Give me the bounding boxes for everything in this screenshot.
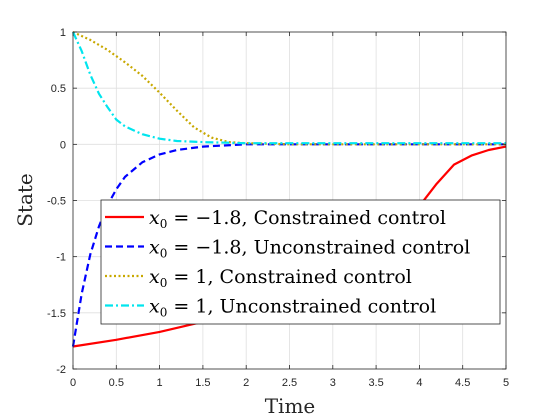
legend-entry: x0 = 1, Constrained control: [149, 266, 412, 290]
x-tick-label: 3: [330, 377, 336, 389]
axis-ticks: 0 0.5 1 1.5 2 2.5 3 3.5 4 4.5 5 1 0.5 0 -0.5 -1 -1.5 -2: [47, 27, 509, 389]
y-tick-label: -0.5: [47, 196, 66, 208]
series-line: [71, 143, 506, 347]
series-line: [71, 31, 506, 145]
legend-box: [100, 199, 501, 325]
y-tick-label: -1: [56, 252, 66, 264]
legend-entry: x0 = −1.8, Constrained control: [149, 207, 446, 231]
x-tick-label: 0.5: [109, 377, 124, 389]
y-axis-label: State: [13, 173, 37, 227]
x-tick-label: 4.5: [455, 377, 470, 389]
x-tick-label: 5: [503, 377, 509, 389]
x-tick-label: 3.5: [368, 377, 383, 389]
legend: x0 = −1.8, Constrained control x0 = −1.8,…: [100, 199, 501, 325]
y-tick-label: 1: [60, 27, 66, 39]
y-tick-label: 0: [60, 139, 66, 151]
x-tick-label: 1.5: [195, 377, 210, 389]
x-tick-label: 0: [70, 377, 76, 389]
legend-entry: x0 = 1, Unconstrained control: [149, 296, 436, 320]
y-tick-label: -1.5: [47, 308, 66, 320]
series-line: [72, 30, 506, 146]
x-tick-label: 2: [243, 377, 249, 389]
x-axis-label: Time: [265, 394, 316, 418]
x-tick-label: 2.5: [282, 377, 297, 389]
x-tick-label: 1: [157, 377, 163, 389]
x-tick-label: 4: [416, 377, 422, 389]
y-tick-label: 0.5: [51, 83, 66, 95]
y-tick-label: -2: [56, 364, 66, 376]
legend-entry: x0 = −1.8, Unconstrained control: [149, 237, 470, 261]
